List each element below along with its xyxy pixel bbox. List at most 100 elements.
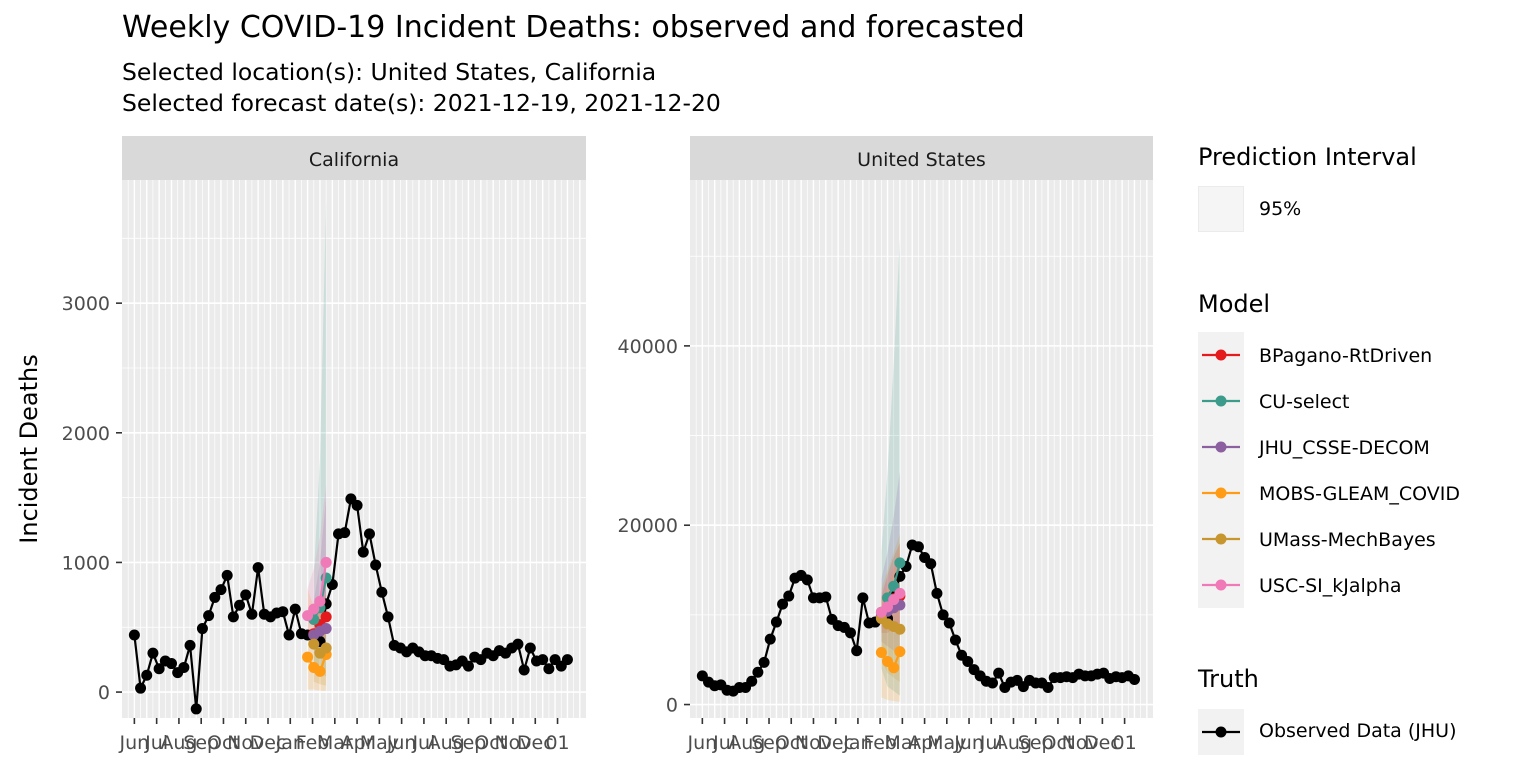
truth-point	[234, 599, 246, 611]
truth-point	[165, 658, 177, 670]
truth-point	[758, 656, 770, 668]
truth-point	[376, 586, 388, 598]
legend-key-point	[1215, 533, 1227, 545]
forecast-point-mobs-gleam-covid	[314, 665, 326, 677]
x-tick-label: Jul	[979, 732, 1003, 754]
facet-panel-california: California0100020003000JunJulAugSepOctNo…	[62, 136, 586, 754]
legend-item-label: BPagano-RtDriven	[1259, 345, 1432, 367]
truth-point	[801, 574, 813, 586]
forecast-point-usc-si-kjalpha	[308, 603, 320, 615]
truth-point	[178, 661, 190, 673]
truth-point	[147, 647, 159, 659]
facet-strip-label: California	[309, 149, 399, 171]
truth-point	[1042, 682, 1054, 694]
x-tick-label: Jul	[712, 732, 736, 754]
truth-point	[512, 638, 524, 650]
truth-point	[184, 639, 196, 651]
forecast-point-mobs-gleam-covid	[894, 646, 906, 658]
truth-point	[221, 569, 233, 581]
x-tick-label: Jan	[275, 732, 305, 754]
truth-point	[363, 528, 375, 540]
legend-item-label: USC-SI_kJalpha	[1259, 575, 1402, 597]
forecast-point-usc-si-kjalpha	[894, 587, 906, 599]
facet-panel-united-states: United States02000040000JunJulAugSepOctN…	[618, 136, 1153, 754]
truth-point	[240, 589, 252, 601]
y-tick-label: 3000	[62, 293, 110, 315]
x-tick-label: Sep	[451, 732, 487, 754]
x-tick-label: May	[927, 732, 966, 754]
truth-point	[289, 603, 301, 615]
truth-point	[537, 654, 549, 666]
truth-point	[203, 610, 215, 622]
facet-strip	[690, 136, 1153, 180]
truth-point	[962, 656, 974, 668]
y-tick-label: 1000	[62, 552, 110, 574]
x-tick-label: Oct	[207, 732, 240, 754]
truth-point	[135, 682, 147, 694]
legend-truth-label: Observed Data (JHU)	[1259, 720, 1457, 742]
truth-point	[370, 559, 382, 571]
truth-point	[820, 591, 832, 603]
x-tick-label: Oct	[775, 732, 808, 754]
x-tick-label: Dec	[250, 732, 287, 754]
truth-point	[993, 667, 1005, 679]
x-tick-label: Nov	[227, 732, 264, 754]
x-tick-label: Oct	[1042, 732, 1075, 754]
truth-point	[1128, 673, 1140, 685]
legend-item-mobs-gleam-covid: MOBS-GLEAM_COVID	[1198, 470, 1460, 516]
forecast-point-usc-si-kjalpha	[314, 595, 326, 607]
x-tick-label: Sep	[183, 732, 219, 754]
truth-point	[931, 587, 943, 599]
truth-point	[912, 541, 924, 553]
truth-point	[209, 591, 221, 603]
legend-item-label: UMass-MechBayes	[1259, 529, 1436, 551]
x-tick-label: Jun	[687, 732, 718, 754]
interval-band-cu-select	[313, 199, 327, 677]
truth-point	[351, 499, 363, 511]
truth-point	[283, 629, 295, 641]
x-tick-label: Aug	[160, 732, 197, 754]
legend-item-label: JHU_CSSE-DECOM	[1258, 437, 1430, 459]
x-tick-label: Feb	[863, 732, 897, 754]
forecast-point-mobs-gleam-covid	[888, 662, 900, 674]
truth-point	[246, 608, 258, 620]
forecast-point-umass-mechbayes	[308, 638, 320, 650]
legend-key-point	[1215, 395, 1227, 407]
truth-point	[141, 669, 153, 681]
x-tick-label: 01	[545, 732, 569, 754]
panel-background	[122, 180, 586, 718]
truth-point	[518, 664, 530, 676]
legend-key-point	[1215, 579, 1227, 591]
x-tick-label: Sep	[1018, 732, 1054, 754]
subtitle-locations: Selected location(s): United States, Cal…	[122, 58, 657, 86]
x-tick-label: Nov	[1062, 732, 1099, 754]
legend-key-point	[1215, 441, 1227, 453]
legend-item-jhu-csse-decom: JHU_CSSE-DECOM	[1198, 424, 1430, 470]
x-tick-label: Aug	[728, 732, 765, 754]
x-tick-label: Mar	[317, 732, 353, 754]
x-tick-label: Sep	[751, 732, 787, 754]
forecast-point-cu-select	[888, 580, 900, 592]
x-tick-label: Aug	[428, 732, 465, 754]
x-tick-label: Oct	[474, 732, 507, 754]
truth-point	[196, 623, 208, 635]
truth-point	[339, 527, 351, 539]
legend-prediction-interval: Prediction Interval	[1198, 143, 1417, 171]
truth-point	[462, 660, 474, 672]
legend-model: Model	[1198, 290, 1270, 318]
legend-item-usc-si-kjalpha: USC-SI_kJalpha	[1198, 562, 1402, 608]
x-tick-label: Aug	[995, 732, 1032, 754]
truth-point	[357, 546, 369, 558]
legend-interval-swatch	[1198, 186, 1244, 232]
forecast-point-mobs-gleam-covid	[875, 647, 887, 659]
truth-point	[777, 598, 789, 610]
truth-point	[845, 627, 857, 639]
y-tick-label: 0	[98, 682, 110, 704]
x-tick-label: Jun	[953, 732, 984, 754]
x-tick-label: Apr	[908, 732, 941, 754]
truth-point	[764, 633, 776, 645]
forecast-point-usc-si-kjalpha	[320, 556, 332, 568]
x-tick-label: Dec	[1084, 732, 1121, 754]
truth-point	[561, 654, 573, 666]
